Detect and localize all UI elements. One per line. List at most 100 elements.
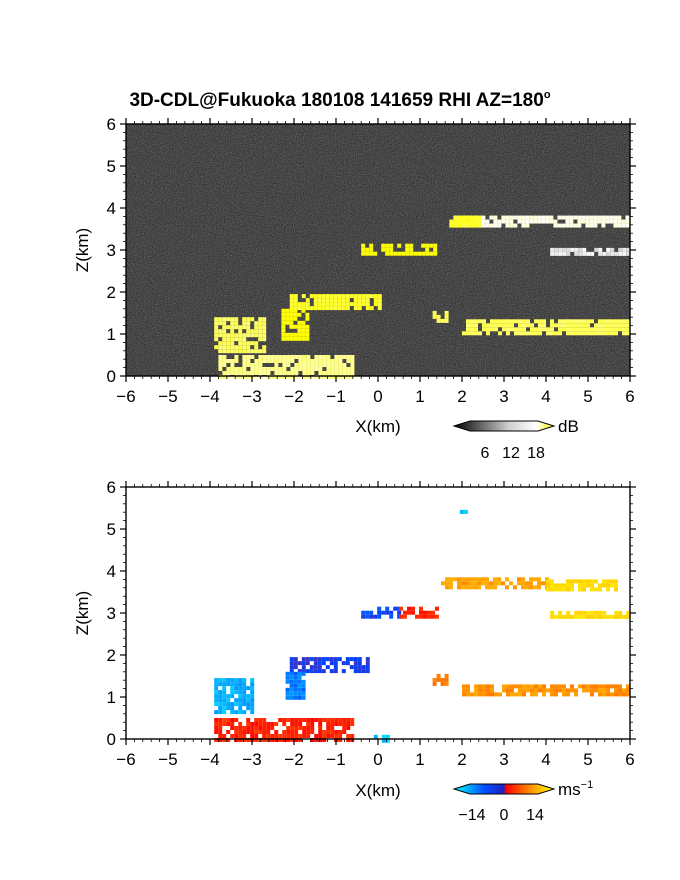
echo-pixel: [238, 690, 243, 695]
echo-pixel: [254, 321, 259, 326]
echo-pixel: [230, 371, 235, 375]
echo-pixel: [598, 692, 602, 697]
echo-pixel: [214, 702, 219, 707]
echo-pixel: [238, 730, 243, 734]
echo-pixel: [586, 323, 590, 328]
echo-pixel: [317, 661, 322, 666]
echo-pixel: [419, 610, 423, 615]
echo-pixel: [369, 610, 374, 615]
echo-pixel: [462, 684, 466, 689]
echo-pixel: [334, 359, 339, 363]
echo-pixel: [566, 688, 570, 693]
echo-pixel: [317, 302, 322, 307]
echo-pixel: [214, 722, 219, 726]
echo-pixel: [618, 688, 622, 693]
echo-pixel: [301, 302, 306, 307]
echo-pixel: [365, 610, 370, 615]
echo-pixel: [342, 722, 347, 726]
echo-pixel: [301, 320, 306, 325]
title-degree: o: [544, 89, 551, 101]
echo-pixel: [226, 367, 231, 371]
echo-pixel: [377, 610, 382, 615]
echo-pixel: [562, 688, 566, 693]
echo-pixel: [289, 675, 294, 680]
echo-pixel: [565, 215, 570, 220]
echo-pixel: [550, 587, 554, 592]
echo-pixel: [457, 581, 461, 586]
echo-pixel: [230, 367, 235, 371]
echo-pixel: [234, 349, 239, 354]
echo-pixel: [614, 327, 618, 332]
echo-layer: [373, 734, 390, 743]
echo-pixel: [297, 332, 302, 337]
echo-pixel: [586, 331, 590, 336]
echo-pixel: [346, 722, 351, 726]
echo-pixel: [254, 359, 259, 363]
echo-pixel: [602, 323, 606, 328]
echo-pixel: [566, 610, 571, 615]
echo-pixel: [282, 367, 287, 371]
echo-pixel: [322, 730, 327, 734]
echo-pixel: [218, 349, 223, 354]
echo-pixel: [478, 684, 482, 689]
echo-pixel: [493, 223, 498, 228]
echo-pixel: [274, 738, 279, 742]
echo-pixel: [614, 579, 618, 584]
x-tick-label: −1: [326, 387, 345, 406]
echo-pixel: [301, 679, 306, 684]
echo-pixel: [441, 581, 445, 586]
y-tick-label: 0: [107, 730, 116, 749]
echo-pixel: [570, 331, 574, 336]
echo-pixel: [474, 692, 478, 697]
echo-pixel: [550, 583, 554, 588]
colorbar-db-tick: 18: [527, 445, 545, 462]
echo-pixel: [606, 688, 610, 693]
echo-pixel: [403, 614, 407, 619]
echo-pixel: [306, 722, 311, 726]
echo-pixel: [537, 581, 541, 586]
echo-pixel: [306, 355, 311, 359]
colorbar-velocity: ms−1 −14 0 14: [452, 779, 593, 824]
echo-pixel: [530, 692, 534, 697]
echo-pixel: [574, 692, 578, 697]
echo-pixel: [502, 684, 506, 689]
echo-pixel: [478, 331, 482, 336]
x-tick-label: −1: [326, 750, 345, 769]
axes: −6 −5 −4 −3 −2 −1 0 1 2 3 4 5 6 0 1 2 3 4 5 6: [107, 478, 636, 769]
echo-pixel: [618, 323, 622, 328]
echo-pixel: [218, 682, 223, 687]
echo-pixel: [514, 319, 518, 324]
echo-pixel: [369, 247, 374, 252]
echo-pixel: [238, 678, 243, 683]
echo-pixel: [289, 298, 294, 303]
echo-pixel: [345, 294, 350, 299]
echo-pixel: [242, 730, 247, 734]
echo-pixel: [329, 657, 334, 662]
echo-pixel: [614, 331, 618, 336]
echo-pixel: [313, 665, 318, 670]
echo-pixel: [350, 722, 355, 726]
echo-pixel: [433, 251, 438, 256]
echo-pixel: [250, 317, 255, 322]
echo-pixel: [578, 331, 582, 336]
echo-pixel: [242, 371, 247, 375]
echo-pixel: [465, 215, 470, 220]
echo-pixel: [466, 319, 470, 324]
echo-pixel: [338, 738, 343, 742]
echo-pixel: [297, 695, 302, 700]
echo-pixel: [385, 243, 390, 248]
echo-pixel: [346, 375, 351, 379]
echo-pixel: [346, 367, 351, 371]
echo-pixel: [314, 734, 319, 738]
echo-pixel: [321, 294, 326, 299]
echo-pixel: [558, 684, 562, 689]
echo-pixel: [214, 321, 219, 326]
echo-layer: [550, 610, 631, 619]
echo-pixel: [417, 251, 422, 256]
echo-pixel: [614, 319, 618, 324]
echo-pixel: [506, 692, 510, 697]
x-tick-label: 1: [415, 750, 424, 769]
echo-pixel: [294, 363, 299, 367]
echo-pixel: [222, 706, 227, 711]
echo-layer: [441, 577, 549, 590]
